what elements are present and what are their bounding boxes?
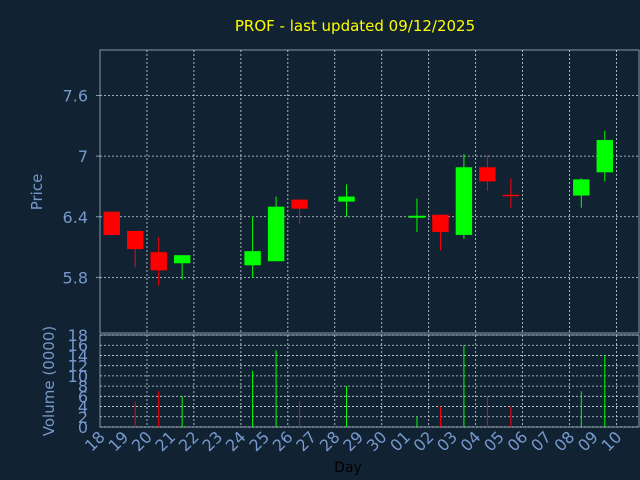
price-panel: 5.8 6.4 7 7.6 bbox=[63, 49, 640, 334]
candle-body bbox=[127, 230, 144, 250]
candle-body bbox=[596, 139, 613, 173]
candle-body bbox=[103, 211, 120, 235]
candle-body bbox=[408, 215, 426, 218]
candle-body bbox=[573, 179, 590, 196]
volume-tick-label: 0 bbox=[78, 418, 88, 437]
candle-body bbox=[244, 251, 261, 266]
volume-tick-label: 8 bbox=[78, 377, 88, 396]
volume-tick-label: 6 bbox=[78, 387, 88, 406]
candle-body bbox=[150, 252, 167, 271]
volume-tick-label: 2 bbox=[78, 408, 88, 427]
candle-body bbox=[291, 199, 308, 209]
candle-body bbox=[432, 214, 449, 232]
price-plot-border bbox=[99, 49, 640, 334]
price-tick-label: 6.4 bbox=[63, 208, 88, 227]
volume-tick-label: 16 bbox=[68, 336, 88, 355]
candle-body bbox=[338, 196, 355, 202]
chart-title: PROF - last updated 09/12/2025 bbox=[235, 17, 475, 35]
candle-body bbox=[173, 255, 191, 264]
candle-body bbox=[267, 206, 285, 262]
x-axis-label: Day bbox=[334, 460, 362, 476]
volume-tick-label: 14 bbox=[68, 346, 88, 365]
price-tick-label: 7.6 bbox=[63, 86, 88, 105]
volume-axis-label: Volume (0000) bbox=[40, 326, 58, 436]
price-tick-label: 7 bbox=[78, 147, 88, 166]
volume-tick-label: 18 bbox=[68, 326, 88, 345]
x-axis: 1819202122232425262728293001020304050607… bbox=[81, 427, 625, 455]
volume-tick-label: 4 bbox=[78, 398, 88, 417]
price-axis-label: Price bbox=[28, 174, 46, 211]
candle-body bbox=[479, 167, 496, 182]
candle-body bbox=[455, 167, 473, 235]
volume-tick-label: 12 bbox=[68, 357, 88, 376]
price-tick-label: 5.8 bbox=[63, 268, 88, 287]
volume-tick-label: 10 bbox=[68, 367, 88, 386]
